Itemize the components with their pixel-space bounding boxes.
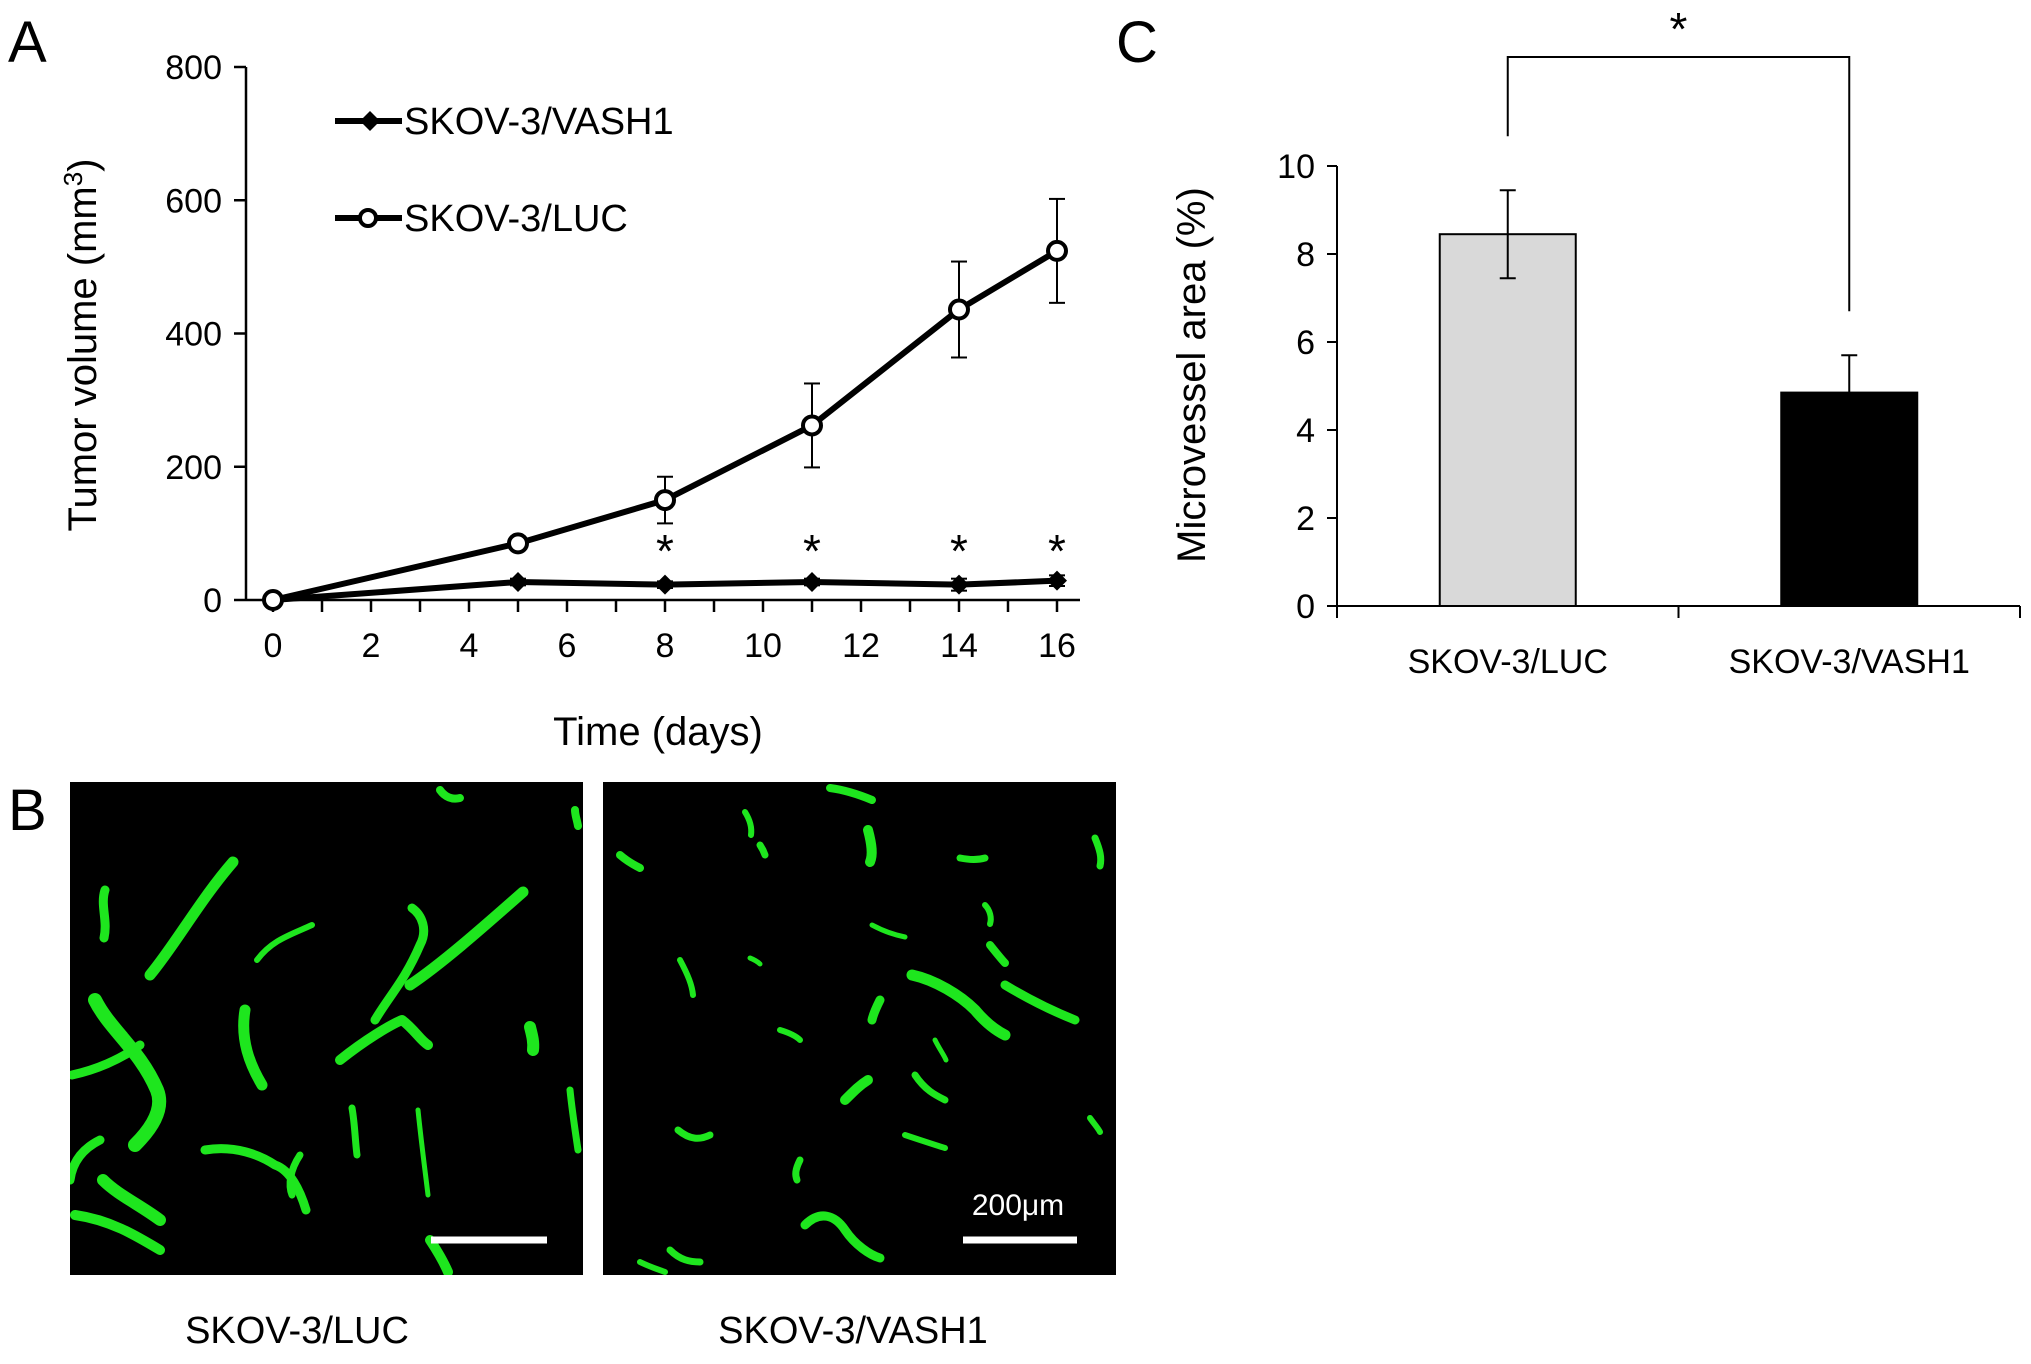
y-tick-label: 8 [1296, 236, 1315, 274]
x-tick-label: 14 [940, 627, 978, 665]
chart-c-microvessel-area: C 0 2 4 6 8 10 SKOV-3/LUC SKOV-3/VASH1 * Micro… [1116, 3, 2021, 681]
micrograph-luc-background [70, 782, 583, 1275]
x-tick-label: 16 [1038, 627, 1076, 665]
data-point-luc [507, 532, 529, 555]
legend-item-vash1: SKOV-3/VASH1 [335, 101, 674, 143]
data-point-vash1 [802, 572, 822, 593]
y-tick-label: 4 [1296, 412, 1315, 450]
panel-label-c: C [1116, 10, 1158, 75]
y-tick-label: 2 [1296, 500, 1315, 538]
legend-diamond-marker [360, 111, 380, 131]
panel-b-micrographs: B [8, 778, 1116, 1352]
chart-a-legend: SKOV-3/VASH1 SKOV-3/LUC [335, 101, 674, 240]
y-tick-label: 200 [165, 449, 222, 487]
legend-label-vash1: SKOV-3/VASH1 [404, 101, 674, 143]
x-tick-label: 10 [744, 627, 782, 665]
data-point-vash1 [655, 574, 675, 595]
chart-a-markers [262, 239, 1068, 611]
y-tick-label: 0 [1296, 588, 1315, 626]
data-point-luc [948, 298, 970, 321]
data-point-luc [1046, 239, 1068, 262]
y-tick-label: 10 [1277, 148, 1315, 186]
chart-a-error-bars [510, 197, 1065, 592]
chart-a-y-title-sup: 3 [58, 172, 88, 186]
significance-bracket-line [1506, 56, 1851, 312]
y-tick-label: 800 [165, 49, 222, 87]
caption-micrograph-luc: SKOV-3/LUC [185, 1310, 409, 1352]
chart-c-error-bars [1499, 189, 1858, 431]
chart-c-category-labels: SKOV-3/LUC SKOV-3/VASH1 [1408, 643, 1970, 681]
chart-c-significance-bracket: * [1506, 3, 1851, 312]
data-point-luc [262, 589, 284, 611]
x-tick-label: 12 [842, 627, 880, 665]
significance-star: * [1670, 3, 1688, 55]
significance-star: * [656, 525, 674, 577]
significance-star: * [803, 525, 821, 577]
legend-circle-marker [358, 208, 378, 228]
category-label: SKOV-3/VASH1 [1729, 643, 1970, 681]
chart-c-y-axis-title: Microvessel area (%) [1170, 187, 1214, 563]
legend-label-luc: SKOV-3/LUC [404, 198, 628, 240]
chart-a-significance: * * * * [656, 525, 1066, 577]
significance-star: * [950, 525, 968, 577]
y-tick-label: 0 [203, 582, 222, 620]
chart-a-y-axis-title: Tumor volume (mm3) [58, 158, 105, 531]
x-tick-label: 4 [460, 627, 479, 665]
panel-label-a: A [8, 10, 47, 75]
chart-a-ticks: 0 200 400 600 800 0 2 4 6 8 10 12 14 16 [165, 49, 1076, 665]
micrograph-vash1-vessels [616, 784, 1105, 1275]
data-point-vash1 [1047, 570, 1067, 591]
chart-a-y-title-main: Tumor volume (mm [61, 186, 105, 531]
chart-c-ticks: 0 2 4 6 8 10 [1277, 148, 2021, 626]
x-tick-label: 6 [558, 627, 577, 665]
significance-star: * [1048, 525, 1066, 577]
x-tick-label: 8 [656, 627, 675, 665]
bar-luc [1438, 233, 1577, 607]
x-tick-label: 0 [264, 627, 283, 665]
y-tick-label: 400 [165, 316, 222, 354]
data-point-luc [654, 489, 676, 512]
series-line-vash1 [272, 577, 1058, 603]
chart-a-y-title-close: ) [61, 158, 105, 171]
micrograph-luc-vessels [70, 786, 582, 1275]
y-tick-label: 6 [1296, 324, 1315, 362]
scale-bar-label: 200μm [972, 1189, 1064, 1222]
legend-item-luc: SKOV-3/LUC [335, 198, 628, 240]
x-tick-label: 2 [362, 627, 381, 665]
caption-micrograph-vash1: SKOV-3/VASH1 [718, 1310, 988, 1352]
data-point-luc [801, 414, 823, 437]
data-point-vash1 [949, 574, 969, 595]
micrograph-luc [70, 782, 583, 1275]
micrograph-vash1: 200μm [603, 782, 1116, 1275]
chart-a-tumor-volume: A 0 200 400 600 800 0 2 4 6 8 10 12 14 16 * * * * Time (… [8, 10, 1080, 754]
micrograph-vash1-background [603, 782, 1116, 1275]
chart-a-axes [244, 67, 1080, 602]
panel-label-b: B [8, 778, 47, 843]
series-line-luc [272, 248, 1059, 603]
chart-c-bars [1438, 233, 1919, 607]
chart-a-x-axis-title: Time (days) [553, 710, 763, 754]
category-label: SKOV-3/LUC [1408, 643, 1608, 681]
y-tick-label: 600 [165, 182, 222, 220]
chart-a-series-lines [272, 248, 1059, 603]
data-point-vash1 [508, 572, 528, 593]
